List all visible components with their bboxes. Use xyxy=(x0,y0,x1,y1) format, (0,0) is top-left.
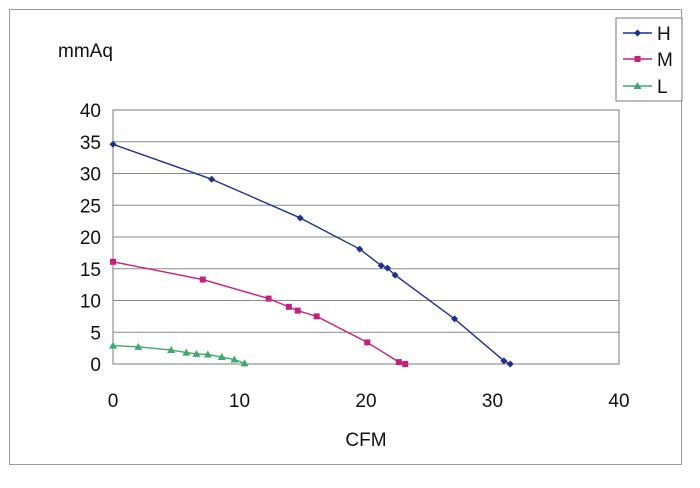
x-axis-title: CFM xyxy=(345,430,386,451)
data-point-l xyxy=(167,346,176,354)
data-point-h xyxy=(391,271,399,279)
y-tick-label: 10 xyxy=(80,292,101,313)
y-axis-title: mmAq xyxy=(58,41,113,62)
data-point-h xyxy=(384,264,392,272)
series-l xyxy=(109,341,249,367)
legend-marker-l xyxy=(633,82,642,89)
y-tick-label: 25 xyxy=(80,196,101,217)
y-tick-label: 20 xyxy=(80,228,101,249)
plot-area xyxy=(112,109,620,365)
data-point-l xyxy=(203,350,212,358)
legend-label-m: M xyxy=(657,50,673,71)
x-tick-label: 40 xyxy=(608,391,629,412)
data-point-m xyxy=(402,361,409,367)
data-point-l xyxy=(134,342,143,350)
y-tick-label: 30 xyxy=(80,165,101,186)
data-point-m xyxy=(265,295,272,302)
data-point-m xyxy=(199,276,206,283)
data-point-m xyxy=(285,303,292,310)
legend-item-m: M xyxy=(623,50,673,71)
grid-layer xyxy=(113,141,619,333)
x-tick-label: 0 xyxy=(108,391,119,412)
data-point-m xyxy=(395,359,402,366)
x-tick-label: 10 xyxy=(229,391,250,412)
series-line-l xyxy=(112,344,245,365)
series-m xyxy=(110,258,409,367)
series-line-h xyxy=(112,143,511,365)
data-point-h xyxy=(500,357,508,365)
legend: H M L xyxy=(615,17,683,102)
data-point-h xyxy=(208,175,216,183)
data-point-m xyxy=(110,258,116,265)
data-point-h xyxy=(377,262,385,270)
data-point-h xyxy=(296,214,304,222)
data-point-h xyxy=(506,360,514,368)
data-point-l xyxy=(109,341,117,349)
legend-item-l: L xyxy=(623,77,668,98)
data-point-l xyxy=(192,349,201,357)
y-tick-label: 35 xyxy=(80,133,101,154)
data-point-l xyxy=(240,359,249,367)
legend-marker-h xyxy=(634,29,641,37)
y-tick-label: 40 xyxy=(80,101,101,122)
y-axis-ticks: 0 5 10 15 20 25 30 35 40 xyxy=(80,101,101,376)
data-point-l xyxy=(217,353,226,361)
series-h xyxy=(109,140,514,368)
legend-marker-m xyxy=(634,56,641,62)
y-tick-label: 5 xyxy=(90,323,101,344)
legend-item-h: H xyxy=(623,24,671,45)
data-point-h xyxy=(109,140,117,148)
x-axis-ticks: 0 10 20 30 40 xyxy=(108,391,630,412)
x-tick-label: 20 xyxy=(355,391,376,412)
data-point-h xyxy=(356,245,364,253)
data-point-m xyxy=(364,339,371,346)
y-tick-label: 0 xyxy=(90,355,101,376)
x-tick-label: 30 xyxy=(482,391,503,412)
legend-label-h: H xyxy=(657,24,671,45)
data-point-m xyxy=(294,307,301,314)
data-point-m xyxy=(313,313,320,320)
data-point-l xyxy=(182,348,191,356)
series-layer xyxy=(109,140,514,368)
legend-label-l: L xyxy=(657,77,668,98)
y-tick-label: 15 xyxy=(80,260,101,281)
data-point-h xyxy=(451,315,459,323)
data-point-l xyxy=(230,355,239,363)
